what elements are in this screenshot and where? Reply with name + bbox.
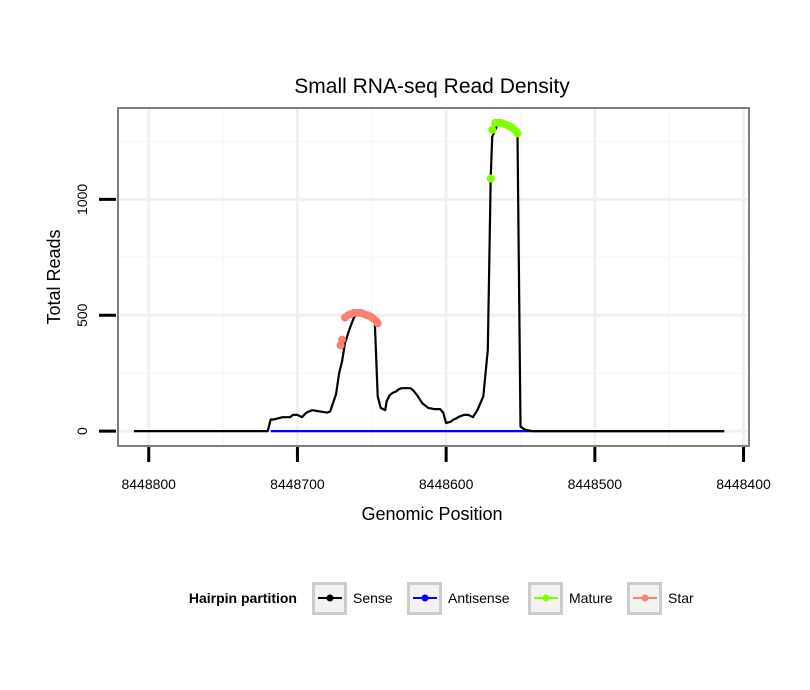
plot-panel (117, 107, 750, 447)
data-point-mature (513, 129, 522, 138)
series-points (336, 118, 522, 350)
x-tick-label: 8448600 (419, 476, 474, 492)
y-tick-label: 500 (74, 303, 90, 327)
legend-title: Hairpin partition (189, 590, 297, 606)
x-tick-label: 8448800 (121, 476, 176, 492)
legend: Hairpin partition Sense Antisense Mature St… (189, 582, 694, 615)
legend-key-point (542, 594, 550, 602)
legend-label-sense: Sense (353, 590, 393, 606)
x-tick-label: 8448500 (568, 476, 623, 492)
data-point-mature (486, 174, 495, 183)
legend-label-antisense: Antisense (448, 590, 510, 606)
x-tick-label: 8448400 (716, 476, 771, 492)
chart-title: Small RNA-seq Read Density (294, 75, 570, 98)
y-axis-label: Total Reads (44, 229, 64, 324)
x-tick-label: 8448700 (270, 476, 325, 492)
legend-key-point (326, 594, 334, 602)
y-tick-label: 1000 (74, 184, 90, 215)
series-line-sense (133, 121, 725, 433)
data-point-star (373, 319, 382, 328)
series-lines (133, 121, 725, 433)
data-point-mature (488, 125, 497, 134)
legend-label-star: Star (668, 590, 694, 606)
x-axis-label: Genomic Position (361, 504, 502, 524)
y-tick-label: 0 (74, 427, 90, 435)
axes: 8448800 8448700 8448600 8448500 8448400 0 500 1… (74, 184, 771, 492)
legend-label-mature: Mature (569, 590, 613, 606)
legend-key-point (421, 594, 429, 602)
data-point-star (338, 335, 347, 344)
legend-key-point (641, 594, 649, 602)
